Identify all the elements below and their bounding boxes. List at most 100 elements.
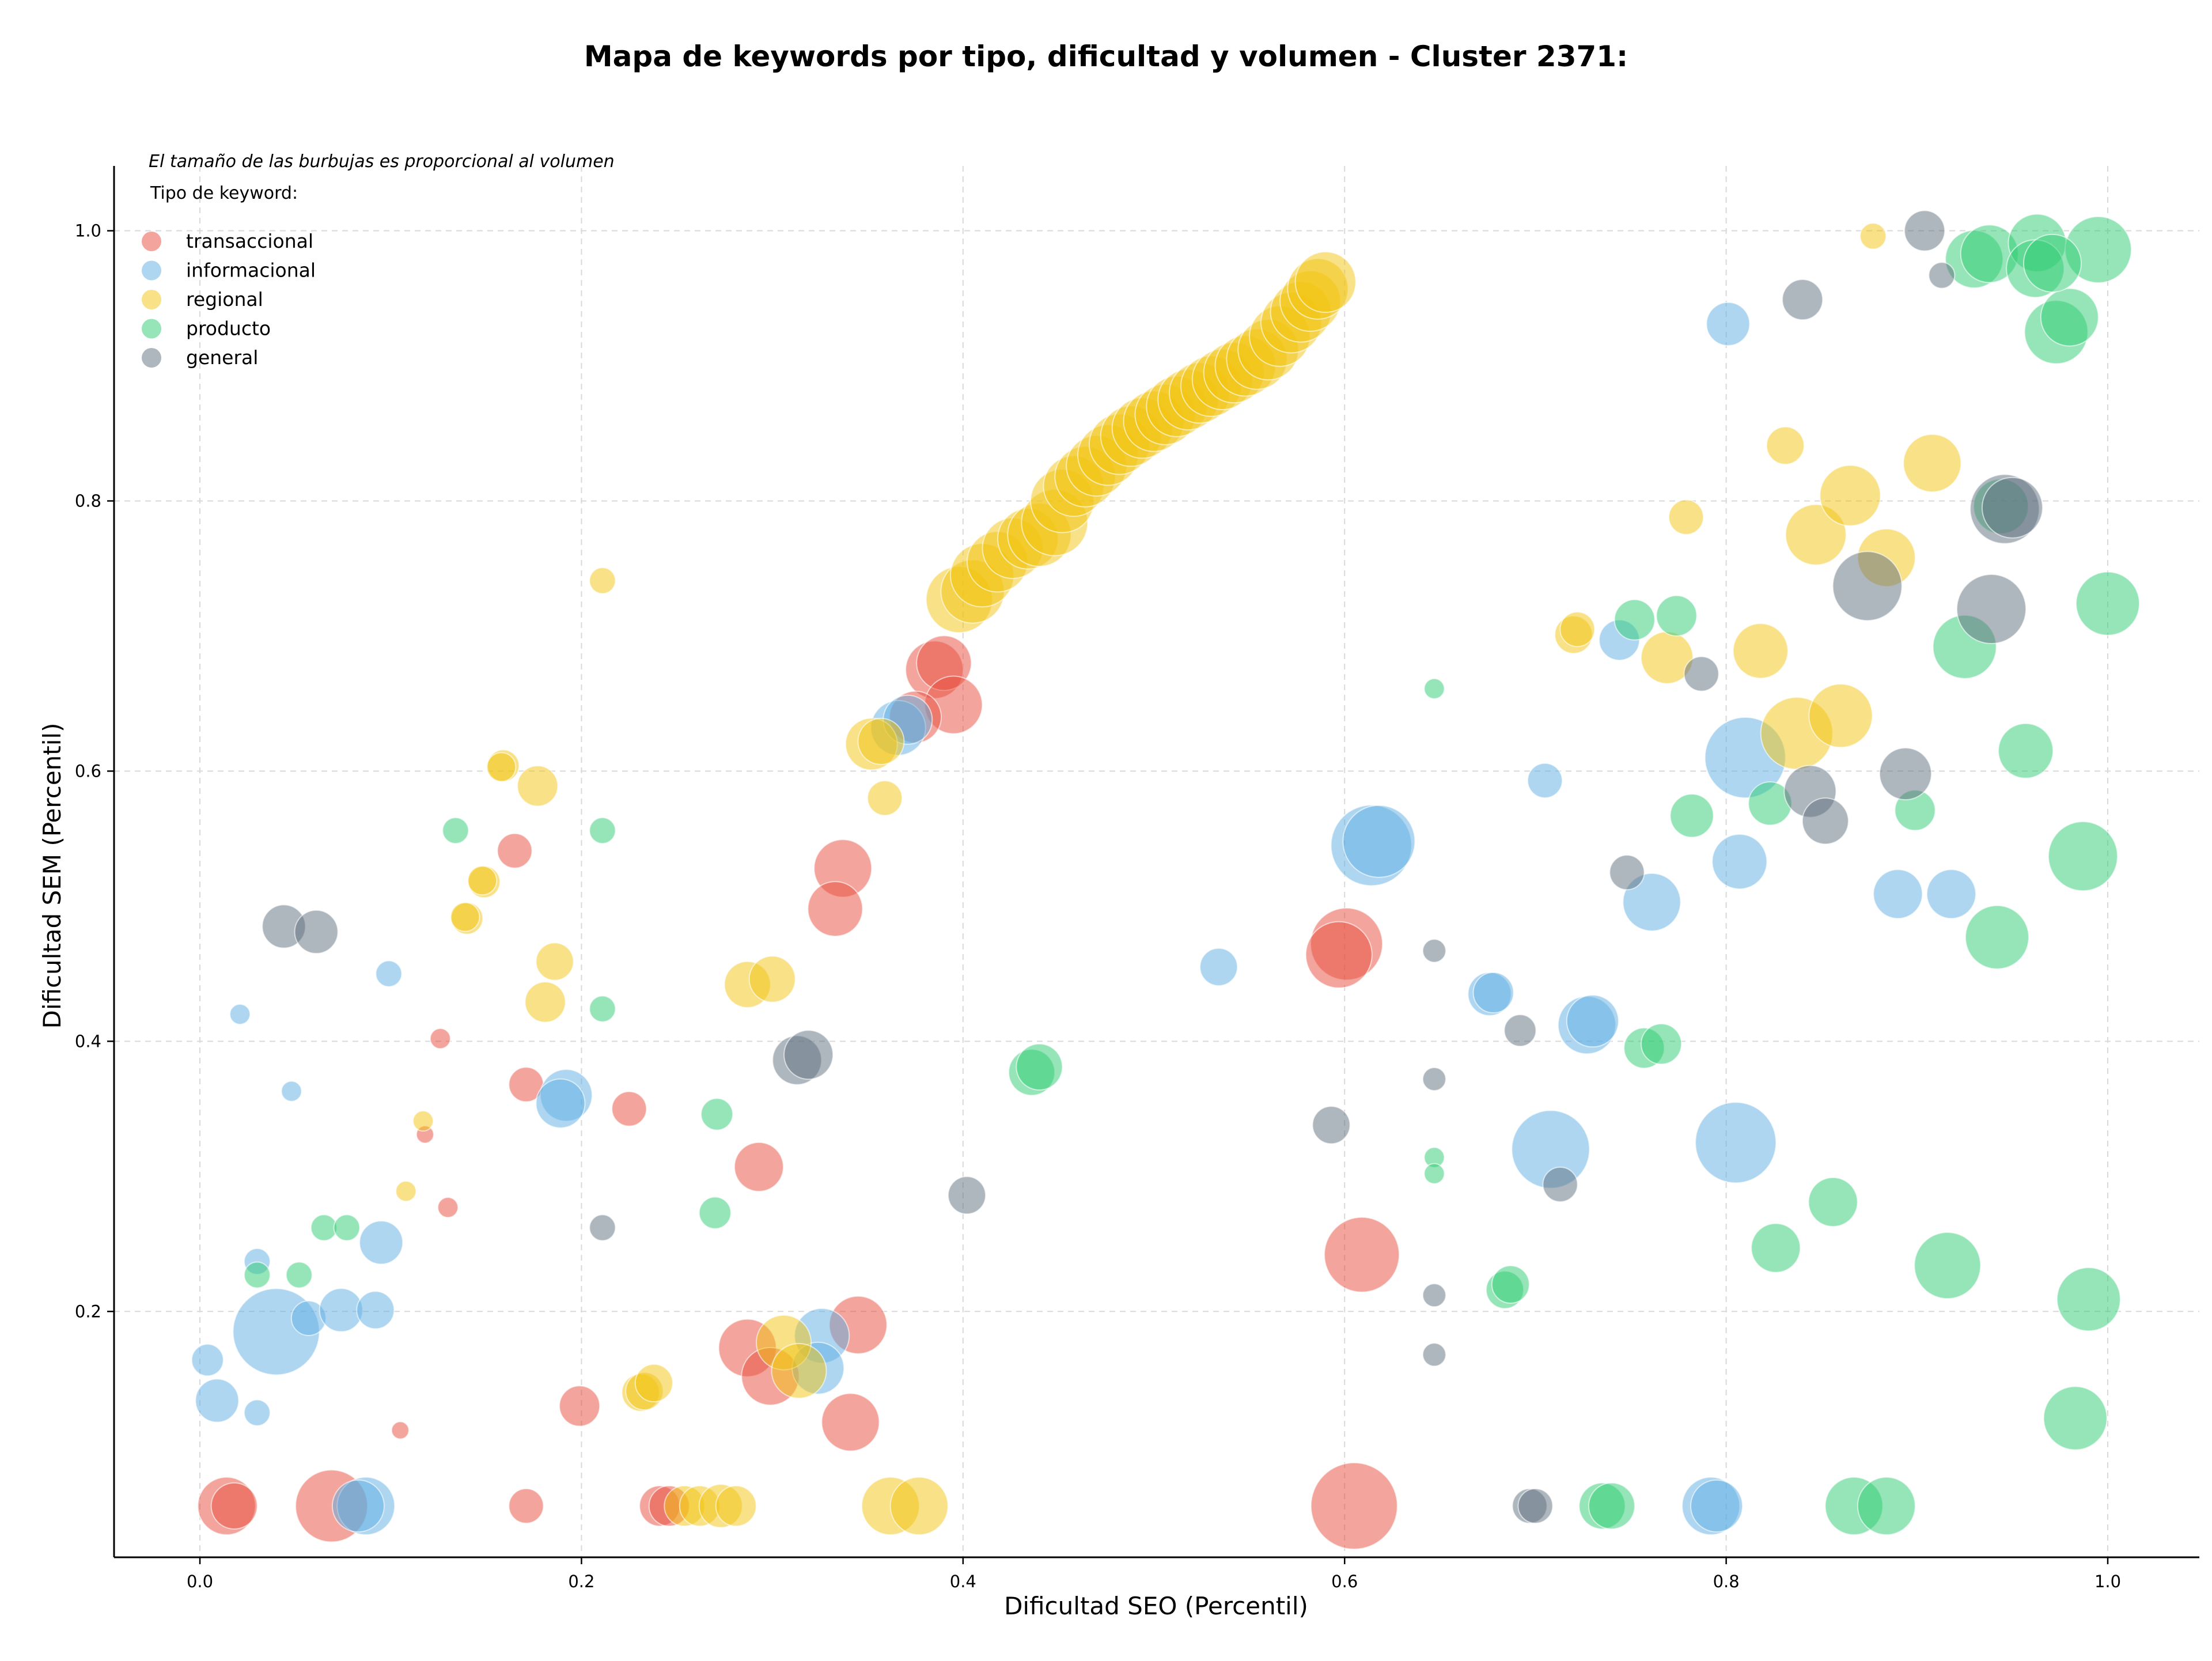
- bubble-producto: [1656, 595, 1698, 637]
- bubble-regional: [1668, 499, 1705, 535]
- bubble-regional: [467, 865, 498, 896]
- bubble-general: [1517, 1488, 1554, 1524]
- bubble-regional: [748, 955, 796, 1003]
- bubble-producto: [1998, 722, 2054, 779]
- bubble-producto: [243, 1261, 271, 1289]
- bubble-informacional: [1711, 834, 1768, 890]
- legend-marker-producto: [142, 319, 161, 339]
- legend-label-general: general: [186, 346, 258, 369]
- bubble-informacional: [1472, 971, 1514, 1013]
- legend-title: Tipo de keyword:: [150, 183, 298, 203]
- bubble-producto: [2075, 571, 2141, 636]
- bubble-producto: [2047, 821, 2118, 892]
- y-tick-label: 0.2: [75, 1301, 101, 1321]
- series-transaccional: [197, 635, 1400, 1550]
- bubble-informacional: [1873, 869, 1923, 920]
- chart-title: Mapa de keywords por tipo, dificultad y …: [584, 40, 1628, 73]
- bubble-transaccional: [210, 1482, 258, 1530]
- bubble-regional: [1732, 623, 1789, 679]
- bubble-informacional: [1622, 872, 1681, 932]
- bubble-transaccional: [437, 1197, 459, 1219]
- y-tick-label: 1.0: [75, 221, 101, 241]
- legend-marker-regional: [142, 290, 161, 309]
- bubble-producto: [2022, 233, 2082, 293]
- bubble-transaccional: [559, 1385, 601, 1427]
- bubble-regional: [524, 981, 566, 1023]
- bubble-general: [1782, 279, 1824, 321]
- bubble-informacional: [1566, 994, 1619, 1048]
- bubble-regional: [867, 780, 903, 816]
- bubble-regional: [517, 765, 559, 807]
- bubble-regional: [589, 567, 616, 595]
- bubble-general: [1981, 476, 2043, 539]
- bubble-producto: [1641, 1023, 1683, 1065]
- bubble-producto: [1423, 678, 1445, 699]
- bubble-transaccional: [821, 1393, 880, 1452]
- x-axis-label: Dificultad SEO (Percentil): [1004, 1592, 1308, 1620]
- bubble-general: [589, 1214, 616, 1242]
- y-axis-label: Dificultad SEM (Percentil): [38, 723, 66, 1029]
- x-tick-label: 0.6: [1331, 1572, 1358, 1591]
- bubble-informacional: [331, 1479, 385, 1533]
- bubble-general: [1422, 1066, 1446, 1091]
- bubble-regional: [1808, 683, 1873, 748]
- bubble-producto: [1751, 1223, 1801, 1273]
- bubble-transaccional: [611, 1091, 647, 1127]
- bubble-informacional: [243, 1399, 271, 1427]
- axes: 0.0 0.2 0.4 0.6 0.8 1.0 0.2 0.4 0.6 0.8 1.0: [75, 166, 2199, 1591]
- y-tick-label: 0.8: [75, 491, 101, 510]
- bubble-producto: [589, 817, 616, 845]
- bubble-regional: [395, 1181, 417, 1202]
- series-general: [262, 210, 2043, 1524]
- bubble-informacional: [356, 1291, 395, 1330]
- bubble-regional: [1819, 464, 1881, 527]
- bubble-transaccional: [497, 833, 533, 869]
- bubble-producto: [1491, 1265, 1530, 1304]
- legend-label-producto: producto: [186, 317, 271, 340]
- bubble-producto: [2040, 287, 2099, 347]
- x-tick-label: 0.8: [1713, 1572, 1740, 1591]
- bubble-transaccional: [391, 1421, 410, 1440]
- bubble-producto: [1016, 1043, 1063, 1091]
- bubble-producto: [700, 1098, 734, 1131]
- bubble-producto: [589, 995, 616, 1023]
- bubble-transaccional: [508, 1488, 544, 1524]
- bubble-regional: [535, 942, 574, 981]
- bubble-producto: [1964, 905, 2029, 970]
- bubble-informacional: [1690, 1479, 1744, 1533]
- legend-label-informacional: informacional: [186, 259, 316, 282]
- bubble-regional: [634, 1364, 673, 1403]
- x-tick-label: 0.4: [950, 1572, 976, 1591]
- bubble-regional: [889, 1476, 949, 1535]
- bubble-producto: [333, 1214, 361, 1242]
- bubble-informacional: [1342, 804, 1416, 878]
- bubble-general: [1542, 1166, 1578, 1202]
- bubble-general: [1928, 262, 1956, 289]
- bubble-informacional: [1695, 1102, 1777, 1184]
- bubble-regional: [857, 717, 905, 765]
- bubble-general: [1683, 656, 1719, 692]
- bubble-regional: [1766, 426, 1805, 465]
- bubble-transaccional: [429, 1028, 451, 1050]
- bubble-informacional: [195, 1378, 240, 1423]
- bubble-producto: [1808, 1176, 1858, 1227]
- bubble-producto: [1423, 1163, 1445, 1185]
- legend: El tamaño de las burbujas es proporciona…: [142, 152, 615, 369]
- bubble-regional: [450, 902, 480, 932]
- bubble-informacional: [535, 1078, 586, 1129]
- legend-label-transaccional: transaccional: [186, 230, 313, 252]
- bubble-general: [1503, 1014, 1537, 1047]
- bubble-regional: [486, 752, 517, 782]
- bubble-transaccional: [733, 1141, 784, 1192]
- bubble-regional: [771, 1342, 827, 1399]
- legend-marker-informacional: [142, 260, 161, 281]
- bubble-transaccional: [1324, 1216, 1400, 1293]
- bubble-general: [1312, 1106, 1351, 1145]
- legend-label-regional: regional: [186, 288, 263, 311]
- bubble-informacional: [1926, 869, 1976, 920]
- y-tick-label: 0.6: [75, 761, 101, 781]
- bubble-informacional: [375, 960, 403, 987]
- bubble-informacional: [1199, 947, 1238, 986]
- bubble-transaccional: [1310, 1462, 1398, 1550]
